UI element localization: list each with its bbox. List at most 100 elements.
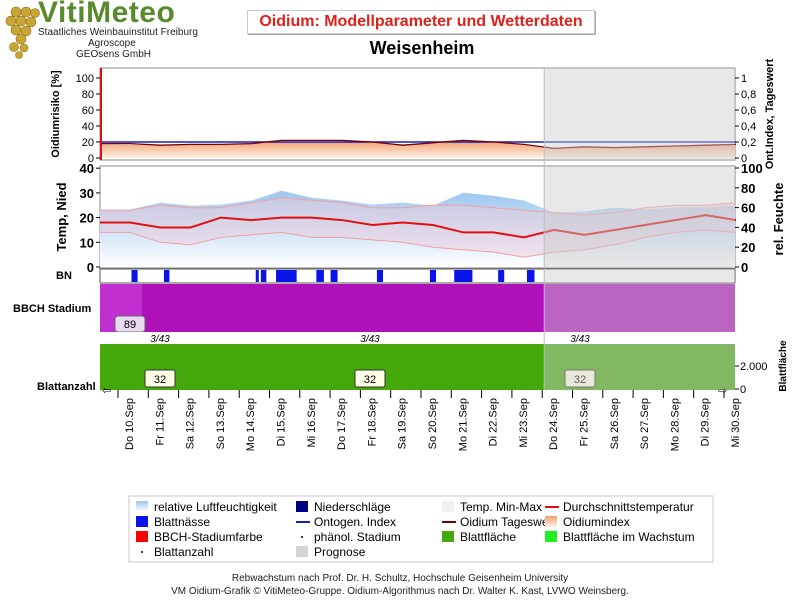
legend-swatch <box>545 516 557 527</box>
leaf-wetness-segment <box>526 270 535 282</box>
leaf-count-value: 32 <box>154 374 166 386</box>
scroll-left-icon: ⇦ <box>102 385 111 397</box>
legend-label: Blattfläche <box>460 530 516 544</box>
oidium-y-tick-label: 80 <box>82 89 94 101</box>
leaf-wetness-panel: BN <box>56 268 736 284</box>
header-title: Oidium: Modellparameter und Wetterdaten <box>259 13 583 30</box>
legend-swatch <box>301 536 303 538</box>
temp-mean-line <box>100 214 737 239</box>
temp-y-tick-label: 40 <box>80 161 94 176</box>
footer-credit-1: Rebwachstum nach Prof. Dr. H. Schultz, H… <box>231 573 569 584</box>
institute-line-2: Agroscope <box>88 38 136 49</box>
header-title-box: Oidium: Modellparameter und Wetterdaten <box>247 10 595 34</box>
bbch-panel: 89 BBCH Stadium <box>13 284 735 333</box>
leaf-count-badge <box>564 369 596 388</box>
x-tick-label: Di 22.Sep <box>488 398 500 446</box>
temp-min-line <box>100 229 737 258</box>
leaf-area-panel: 3/43 3/43 3/43 32 32 32 2.000 0 Blattfläche Blatt… <box>37 332 789 397</box>
x-tick-label: Sa 19.Sep <box>397 398 409 449</box>
humidity-y-axis-label: rel. Feuchte <box>771 183 786 256</box>
forecast-overlay <box>544 68 735 160</box>
leaf-count-value: 32 <box>574 374 586 386</box>
brand-name: VitiMeteo <box>38 0 176 29</box>
legend-swatch <box>136 516 148 527</box>
temp-y-tick-label: 0 <box>87 260 94 275</box>
humidity-area <box>100 190 736 267</box>
x-tick-label: Di 29.Sep <box>700 398 712 446</box>
x-tick-label: Fr 11.Sep <box>154 398 166 446</box>
leaf-wetness-segment <box>276 270 297 282</box>
weather-y-axis-label: Temp, Nied <box>54 182 69 251</box>
ontogen-y-tick-label: 0,2 <box>741 137 756 149</box>
legend-swatch <box>296 501 308 512</box>
legend-label: Blattanzahl <box>154 545 213 559</box>
legend-swatch <box>136 501 148 512</box>
leaf-wetness-segment <box>330 270 338 282</box>
ontogen-y-tick-label: 0,4 <box>741 121 756 133</box>
legend-label: phänol. Stadium <box>314 530 401 544</box>
humidity-y-tick-label: 40 <box>741 220 755 235</box>
oidiumindex-area <box>100 141 736 158</box>
leaf-wetness-segment <box>260 270 267 282</box>
oidium-tageswert-line <box>100 139 737 150</box>
leaf-wetness-segment <box>163 270 170 282</box>
leaf-wetness-segment <box>429 270 437 282</box>
x-tick-label: Mi 16.Sep <box>306 398 318 448</box>
phenol-stage-marker: 3/43 <box>570 334 590 345</box>
legend-swatch <box>296 546 308 557</box>
legend: relative Luftfeuchtigkeit Niederschläge Te… <box>128 495 714 563</box>
legend-swatch <box>136 531 148 542</box>
temp-y-tick-label: 20 <box>80 211 94 226</box>
legend-label: Temp. Min-Max <box>460 500 542 514</box>
temp-y-tick-label: 30 <box>80 186 94 201</box>
ontogen-y-axis-label: Ont.Index, Tageswert <box>764 58 776 169</box>
x-tick-label: Di 15.Sep <box>276 398 288 446</box>
legend-swatch <box>545 531 557 542</box>
institute-line-3: GEOsens GmbH <box>76 49 152 60</box>
legend-label: Prognose <box>314 545 366 559</box>
legend-label: Blattfläche im Wachstum <box>563 530 695 544</box>
oidium-panel: 0 20 40 60 80 100 0 0,2 0,4 0,6 0,8 1 Oidiumrisiko [… <box>50 58 776 169</box>
oidium-y-tick-label: 20 <box>82 137 94 149</box>
weather-panel: 0 10 20 30 40 0 20 40 60 80 100 Temp, Nied rel. Feuc… <box>54 161 786 275</box>
x-tick-label: So 20.Sep <box>427 398 439 449</box>
legend-swatch <box>141 551 143 553</box>
leaf-wetness-segment <box>454 270 473 282</box>
legend-label: Niederschläge <box>314 500 391 514</box>
oidium-y-axis-label: Oidiumrisiko [%] <box>50 70 62 158</box>
x-tick-label: Do 24.Sep <box>548 398 560 450</box>
x-tick-label: Mo 21.Sep <box>457 398 469 451</box>
footer-credit-2: VM Oidium-Grafik © VitiMeteo-Gruppe. Oid… <box>171 586 629 597</box>
temp-max-line <box>100 197 737 216</box>
x-tick-label: Do 17.Sep <box>336 398 348 450</box>
chart-title: Weisenheim <box>369 38 475 58</box>
leaf-area-tick-label: 0 <box>740 384 746 396</box>
x-tick-label: Mi 30.Sep <box>730 398 742 448</box>
humidity-y-tick-label: 0 <box>741 260 748 275</box>
humidity-y-tick-label: 20 <box>741 240 755 255</box>
x-tick-label: Fr 25.Sep <box>579 398 591 446</box>
leaf-count-value: 32 <box>364 374 376 386</box>
x-tick-label: Mi 23.Sep <box>518 398 530 448</box>
legend-label: Oidiumindex <box>563 515 630 529</box>
humidity-y-tick-label: 80 <box>741 181 755 196</box>
legend-swatch <box>442 531 454 542</box>
humidity-y-tick-label: 60 <box>741 201 755 216</box>
leaf-wetness-segment <box>376 270 384 282</box>
leaf-count-label: Blattanzahl <box>37 381 96 393</box>
leaf-area-tick-label: 2.000 <box>740 361 768 373</box>
temp-y-tick-label: 10 <box>80 235 94 250</box>
phenol-stage-marker: 3/43 <box>360 334 380 345</box>
leaf-area-bar <box>100 344 735 390</box>
legend-label: Durchschnittstemperatur <box>563 500 694 514</box>
x-tick-label: Fr 18.Sep <box>366 398 378 446</box>
leaf-wetness-segment <box>498 270 505 282</box>
leaf-count-badge <box>354 369 386 388</box>
scroll-right-icon: ⇨ <box>718 385 727 397</box>
leaf-area-y-axis-label: Blattfläche <box>778 340 789 392</box>
institute-line-1: Staatliches Weinbauinstitut Freiburg <box>38 27 198 38</box>
bn-label: BN <box>56 270 72 282</box>
leaf-wetness-segment <box>131 270 138 282</box>
